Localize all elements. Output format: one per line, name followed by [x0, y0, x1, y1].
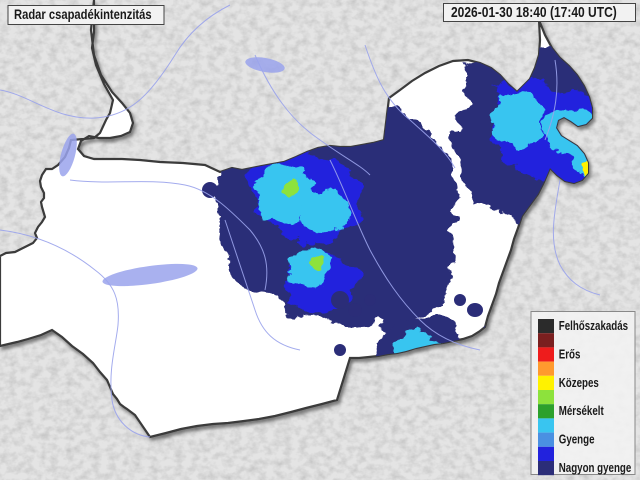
svg-text:Radar csapadékintenzitás: Radar csapadékintenzitás	[14, 6, 152, 23]
svg-text:Gyenge: Gyenge	[559, 433, 595, 447]
svg-text:2026-01-30 18:40 (17:40 UTC): 2026-01-30 18:40 (17:40 UTC)	[451, 4, 617, 20]
svg-text:Mérsékelt: Mérsékelt	[559, 405, 604, 419]
svg-text:Közepes: Közepes	[559, 377, 599, 391]
svg-text:Erős: Erős	[559, 348, 581, 362]
svg-text:Felhőszakadás: Felhőszakadás	[559, 320, 628, 334]
svg-text:Nagyon gyenge: Nagyon gyenge	[559, 462, 632, 476]
